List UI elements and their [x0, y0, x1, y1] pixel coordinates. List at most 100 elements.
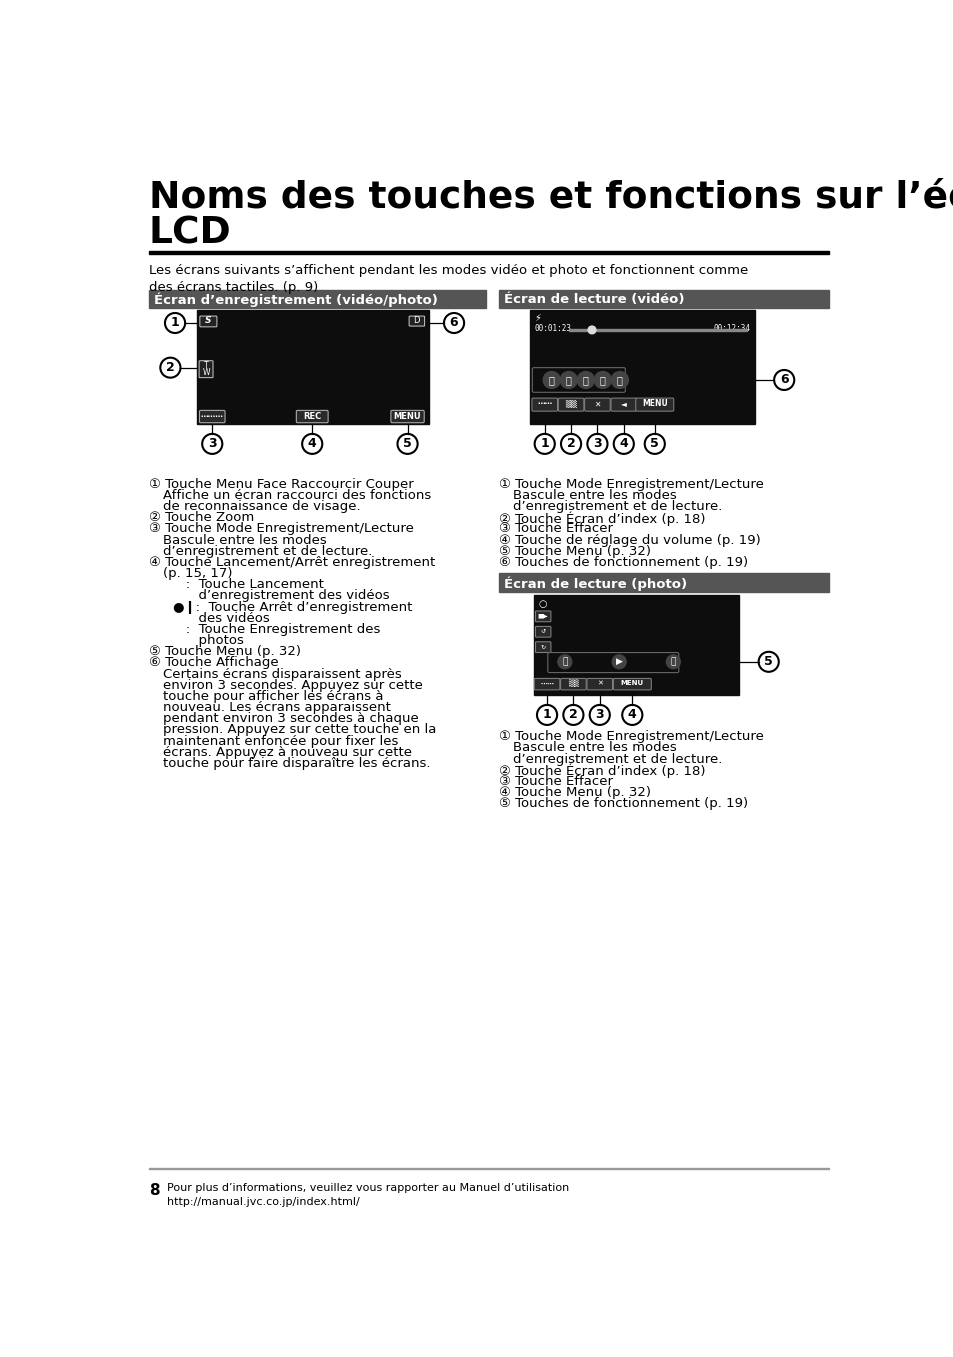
Bar	[498, 290, 828, 308]
Text: ① Touche Mode Enregistrement/Lecture: ① Touche Mode Enregistrement/Lecture	[498, 730, 763, 744]
Text: 4: 4	[308, 437, 316, 451]
Text: ⑥ Touche Affichage: ⑥ Touche Affichage	[149, 657, 278, 669]
Circle shape	[587, 326, 596, 334]
Text: 4: 4	[627, 708, 636, 722]
FancyBboxPatch shape	[635, 398, 673, 411]
Text: Bascule entre les modes: Bascule entre les modes	[162, 533, 326, 547]
Text: Pour plus d’informations, veuillez vous rapporter au Manuel d’utilisation
http:/: Pour plus d’informations, veuillez vous …	[167, 1183, 569, 1208]
Text: ③ Touche Mode Enregistrement/Lecture: ③ Touche Mode Enregistrement/Lecture	[149, 522, 414, 536]
Text: Les écrans suivants s’affichent pendant les modes vidéo et photo et fonctionnent: Les écrans suivants s’affichent pendant …	[149, 265, 747, 294]
FancyBboxPatch shape	[391, 410, 424, 423]
FancyBboxPatch shape	[610, 398, 636, 411]
Text: 6: 6	[779, 373, 788, 387]
Text: T: T	[204, 361, 208, 370]
Text: photos: photos	[173, 634, 244, 647]
Circle shape	[594, 372, 611, 388]
Text: 1: 1	[539, 437, 549, 451]
Circle shape	[577, 372, 594, 388]
Text: ✕: ✕	[594, 399, 600, 408]
Text: ▒▒: ▒▒	[567, 680, 578, 687]
Bar	[568, 330, 746, 331]
FancyBboxPatch shape	[532, 398, 557, 411]
Text: ■▶: ■▶	[537, 613, 548, 617]
Text: ② Touche Zoom: ② Touche Zoom	[149, 512, 253, 524]
FancyBboxPatch shape	[409, 316, 424, 326]
Text: 2: 2	[566, 437, 575, 451]
FancyBboxPatch shape	[613, 678, 651, 689]
Text: ⋯⋯: ⋯⋯	[539, 680, 554, 687]
Text: écrans. Appuyez à nouveau sur cette: écrans. Appuyez à nouveau sur cette	[162, 746, 411, 759]
Text: Bascule entre les modes: Bascule entre les modes	[513, 741, 676, 754]
Text: de reconnaissance de visage.: de reconnaissance de visage.	[162, 501, 360, 513]
Text: ⏩: ⏩	[599, 375, 605, 385]
Text: Écran de lecture (photo): Écran de lecture (photo)	[504, 577, 687, 590]
Text: ① Touche Menu Face Raccourcir Couper: ① Touche Menu Face Raccourcir Couper	[149, 478, 413, 491]
Bar	[149, 251, 828, 254]
Text: ② Touche Écran d’index (p. 18): ② Touche Écran d’index (p. 18)	[498, 764, 705, 779]
Text: ⑥ Touches de fonctionnement (p. 19): ⑥ Touches de fonctionnement (p. 19)	[498, 556, 747, 569]
Text: 5: 5	[650, 437, 659, 451]
Text: d’enregistrement et de lecture.: d’enregistrement et de lecture.	[513, 501, 721, 513]
Text: W: W	[202, 368, 210, 377]
Text: nouveau. Les écrans apparaissent: nouveau. Les écrans apparaissent	[162, 702, 390, 714]
Text: (p. 15, 17): (p. 15, 17)	[162, 567, 232, 579]
Text: des vidéos: des vidéos	[173, 612, 270, 624]
Text: Certains écrans disparaissent après: Certains écrans disparaissent après	[162, 668, 401, 681]
Text: pendant environ 3 secondes à chaque: pendant environ 3 secondes à chaque	[162, 712, 418, 725]
Text: ↺: ↺	[540, 628, 545, 634]
Circle shape	[558, 655, 571, 669]
Text: :  Touche Enregistrement des: : Touche Enregistrement des	[173, 623, 380, 636]
Text: 5: 5	[763, 655, 772, 668]
Text: :  Touche Lancement: : Touche Lancement	[173, 578, 324, 592]
Text: Bascule entre les modes: Bascule entre les modes	[513, 489, 676, 502]
Text: ⏸: ⏸	[582, 375, 588, 385]
FancyBboxPatch shape	[560, 678, 585, 689]
Text: ⚡: ⚡	[534, 313, 541, 323]
Text: MENU: MENU	[620, 680, 643, 687]
FancyBboxPatch shape	[558, 398, 583, 411]
Text: 5: 5	[403, 437, 412, 451]
FancyBboxPatch shape	[535, 627, 550, 638]
Text: Noms des touches et fonctions sur l’écran: Noms des touches et fonctions sur l’écra…	[149, 179, 953, 216]
Text: 00:01:23: 00:01:23	[534, 324, 571, 332]
Text: ④ Touche de réglage du volume (p. 19): ④ Touche de réglage du volume (p. 19)	[498, 533, 760, 547]
Text: ●❙:  Touche Arrêt d’enregistrement: ●❙: Touche Arrêt d’enregistrement	[173, 601, 413, 613]
Text: 4: 4	[618, 437, 627, 451]
FancyBboxPatch shape	[199, 316, 216, 327]
Text: ⏪: ⏪	[565, 375, 571, 385]
Text: touche pour faire disparaître les écrans.: touche pour faire disparaître les écrans…	[162, 757, 430, 769]
Text: ③ Touche Effacer: ③ Touche Effacer	[498, 775, 613, 788]
Bar	[149, 290, 485, 308]
Text: 8: 8	[149, 1183, 159, 1198]
FancyBboxPatch shape	[534, 678, 559, 689]
Text: D: D	[414, 316, 419, 326]
Circle shape	[611, 372, 628, 388]
Circle shape	[559, 372, 577, 388]
FancyBboxPatch shape	[586, 678, 612, 689]
Bar	[498, 573, 828, 592]
Text: 3: 3	[595, 708, 603, 722]
Bar	[530, 309, 754, 423]
Circle shape	[612, 655, 625, 669]
Text: 1: 1	[171, 316, 179, 330]
Text: ↻: ↻	[540, 645, 545, 649]
Text: ③ Touche Effacer: ③ Touche Effacer	[498, 522, 613, 536]
Text: ⏭: ⏭	[670, 657, 676, 666]
Text: environ 3 secondes. Appuyez sur cette: environ 3 secondes. Appuyez sur cette	[162, 678, 422, 692]
Text: ⏮: ⏮	[548, 375, 554, 385]
FancyBboxPatch shape	[535, 611, 550, 622]
Text: maintenant enfoncée pour fixer les: maintenant enfoncée pour fixer les	[162, 734, 397, 748]
Text: ② Touche Écran d’index (p. 18): ② Touche Écran d’index (p. 18)	[498, 512, 705, 525]
Text: Affiche un écran raccourci des fonctions: Affiche un écran raccourci des fonctions	[162, 489, 431, 502]
Text: ④ Touche Lancement/Arrêt enregistrement: ④ Touche Lancement/Arrêt enregistrement	[149, 556, 435, 569]
Text: 1: 1	[542, 708, 551, 722]
Text: 3: 3	[208, 437, 216, 451]
Text: ▶: ▶	[615, 657, 622, 666]
Text: S: S	[205, 316, 212, 326]
Text: touche pour afficher les écrans à: touche pour afficher les écrans à	[162, 689, 383, 703]
Text: REC: REC	[303, 413, 321, 421]
Text: pression. Appuyez sur cette touche en la: pression. Appuyez sur cette touche en la	[162, 723, 436, 737]
Text: d’enregistrement et de lecture.: d’enregistrement et de lecture.	[513, 753, 721, 765]
Text: ⋯⋯⋯: ⋯⋯⋯	[200, 413, 223, 421]
Text: ⏮: ⏮	[561, 657, 567, 666]
